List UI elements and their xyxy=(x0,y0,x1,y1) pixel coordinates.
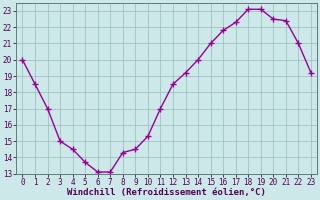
X-axis label: Windchill (Refroidissement éolien,°C): Windchill (Refroidissement éolien,°C) xyxy=(67,188,266,197)
